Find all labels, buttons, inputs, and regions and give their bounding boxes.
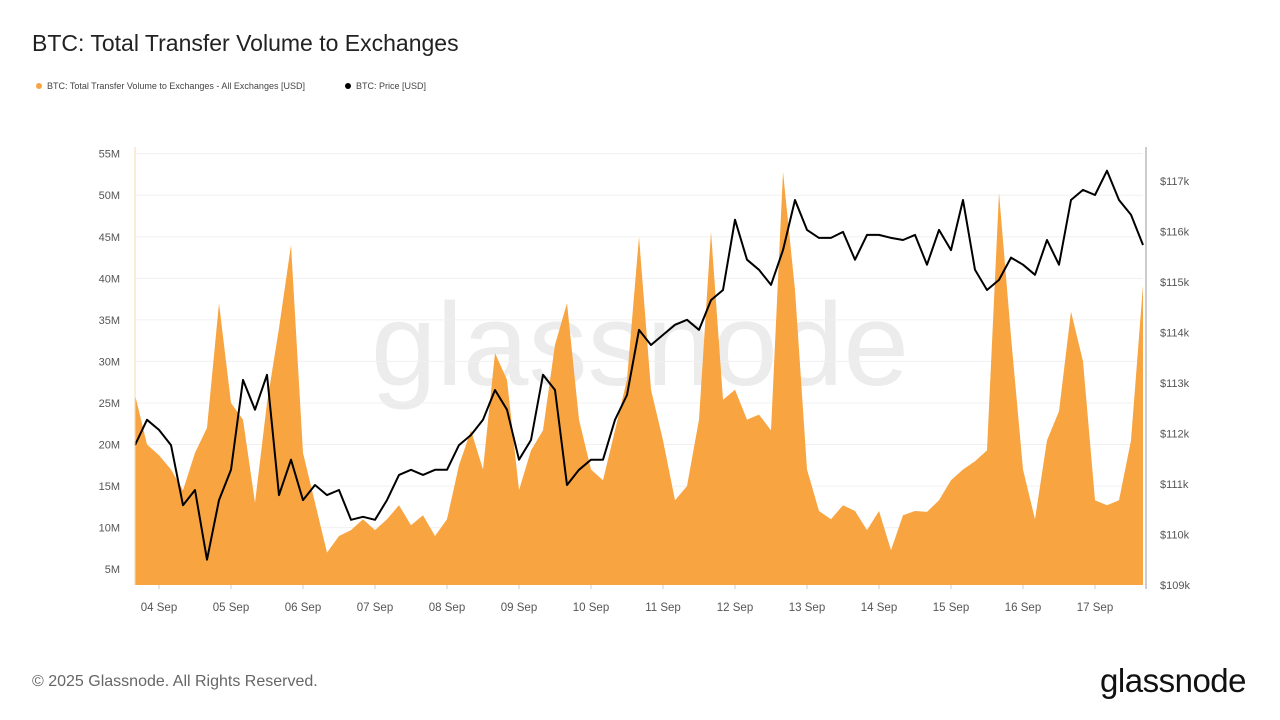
axes: 5M 10M 15M 20M 25M 30M 35M 40M 45M 50M 55M $109k $11… <box>99 147 1190 614</box>
volume-area <box>135 171 1143 585</box>
glassnode-logo: glassnode <box>1100 662 1246 699</box>
x-tick-label: 17 Sep <box>1077 602 1113 614</box>
x-tick-label: 15 Sep <box>933 602 969 614</box>
x-tick-label: 09 Sep <box>501 602 537 614</box>
y-right-tick-label: $116k <box>1160 226 1190 238</box>
y-right-tick-label: $113k <box>1160 378 1190 390</box>
y-left-tick-label: 20M <box>99 440 120 452</box>
x-tick-label: 12 Sep <box>717 602 753 614</box>
price-line-layer <box>134 169 1144 561</box>
legend-label-volume: BTC: Total Transfer Volume to Exchanges … <box>47 81 305 91</box>
y-left-tick-label: 40M <box>99 273 120 285</box>
y-right-tick-label: $117k <box>1160 176 1190 188</box>
x-tick-label: 13 Sep <box>789 602 825 614</box>
y-left-tick-label: 35M <box>99 315 120 327</box>
y-left-tick-label: 55M <box>99 149 120 161</box>
x-tick-label: 10 Sep <box>573 602 609 614</box>
y-left-tick-label: 15M <box>99 481 120 493</box>
price-line <box>134 169 1144 561</box>
y-right-tick-label: $109k <box>1160 580 1190 592</box>
legend-dot-orange-icon <box>36 83 42 89</box>
legend-item-price[interactable]: BTC: Price [USD] <box>344 81 426 91</box>
y-left-tick-label: 5M <box>105 564 120 576</box>
copyright: © 2025 Glassnode. All Rights Reserved. <box>32 673 318 690</box>
x-tick-label: 16 Sep <box>1005 602 1041 614</box>
x-tick-label: 06 Sep <box>285 602 321 614</box>
y-left-tick-label: 30M <box>99 356 120 368</box>
y-left-tick-label: 50M <box>99 190 120 202</box>
y-left-tick-label: 45M <box>99 232 120 244</box>
x-tick-label: 08 Sep <box>429 602 465 614</box>
legend-dot-black-icon <box>344 83 351 89</box>
y-left-tick-label: 10M <box>99 523 120 535</box>
x-tick-label: 05 Sep <box>213 602 249 614</box>
legend-item-volume[interactable]: BTC: Total Transfer Volume to Exchanges … <box>36 81 305 91</box>
chart-title: BTC: Total Transfer Volume to Exchanges <box>32 30 459 56</box>
y-right-tick-label: $115k <box>1160 277 1190 289</box>
x-tick-label: 04 Sep <box>141 602 177 614</box>
y-right-tick-label: $111k <box>1160 479 1189 491</box>
volume-area-layer <box>135 171 1143 585</box>
y-right-tick-label: $114k <box>1160 327 1190 339</box>
y-left-tick-label: 25M <box>99 398 120 410</box>
y-right-tick-label: $110k <box>1160 529 1190 541</box>
legend: BTC: Total Transfer Volume to Exchanges … <box>36 81 426 91</box>
x-tick-label: 11 Sep <box>645 602 681 614</box>
x-tick-label: 07 Sep <box>357 602 393 614</box>
y-right-tick-label: $112k <box>1160 428 1190 440</box>
x-tick-label: 14 Sep <box>861 602 897 614</box>
legend-label-price: BTC: Price [USD] <box>355 81 426 91</box>
